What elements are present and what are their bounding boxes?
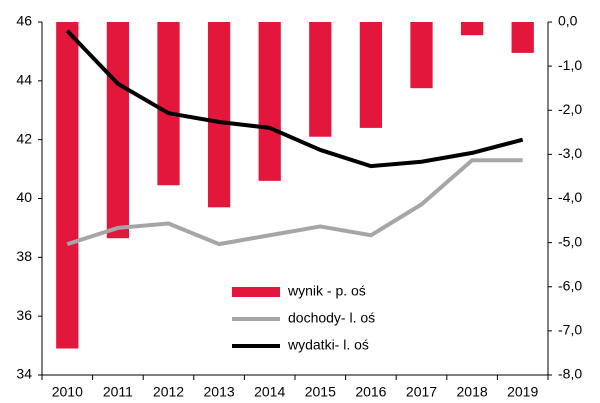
bar	[258, 22, 281, 181]
bar	[309, 22, 332, 137]
x-tick-label: 2016	[355, 384, 386, 400]
x-tick-label: 2012	[153, 384, 184, 400]
bar	[410, 22, 433, 89]
y-tick-label: 36	[16, 307, 32, 323]
y2-tick-label: -8,0	[558, 366, 582, 382]
y2-tick-label: 0,0	[558, 13, 578, 29]
bar	[511, 22, 534, 53]
bar	[460, 22, 484, 36]
x-tick-label: 2018	[457, 384, 488, 400]
y-tick-label: 38	[16, 248, 32, 264]
y-tick-label: 34	[16, 366, 32, 382]
legend-swatch	[232, 287, 280, 297]
y2-tick-label: -3,0	[558, 145, 582, 161]
x-tick-label: 2013	[204, 384, 235, 400]
bar	[106, 22, 130, 239]
bar	[359, 22, 383, 128]
line	[65, 29, 524, 169]
legend-label: wynik - p. oś	[287, 283, 366, 299]
bar	[207, 22, 231, 208]
y-tick-label: 46	[16, 13, 32, 29]
y-tick-label: 42	[16, 130, 32, 146]
x-tick-label: 2015	[305, 384, 336, 400]
bar	[56, 22, 79, 349]
y2-tick-label: -7,0	[558, 322, 582, 338]
legend-label: wydatki- l. oś	[287, 337, 369, 353]
x-tick-label: 2011	[103, 384, 133, 400]
x-tick-label: 2019	[507, 384, 538, 400]
bar	[157, 22, 180, 186]
y-tick-label: 40	[16, 189, 32, 205]
y2-tick-label: -4,0	[558, 189, 582, 205]
y2-tick-label: -5,0	[558, 233, 582, 249]
x-tick-label: 2014	[254, 384, 285, 400]
y2-tick-label: -2,0	[558, 101, 582, 117]
y2-tick-label: -6,0	[558, 277, 582, 293]
x-tick-label: 2017	[406, 384, 437, 400]
y2-tick-label: -1,0	[558, 57, 582, 73]
line	[66, 158, 523, 247]
y-tick-label: 44	[16, 72, 32, 88]
legend-label: dochody- l. oś	[288, 310, 375, 326]
x-tick-label: 2010	[52, 384, 83, 400]
